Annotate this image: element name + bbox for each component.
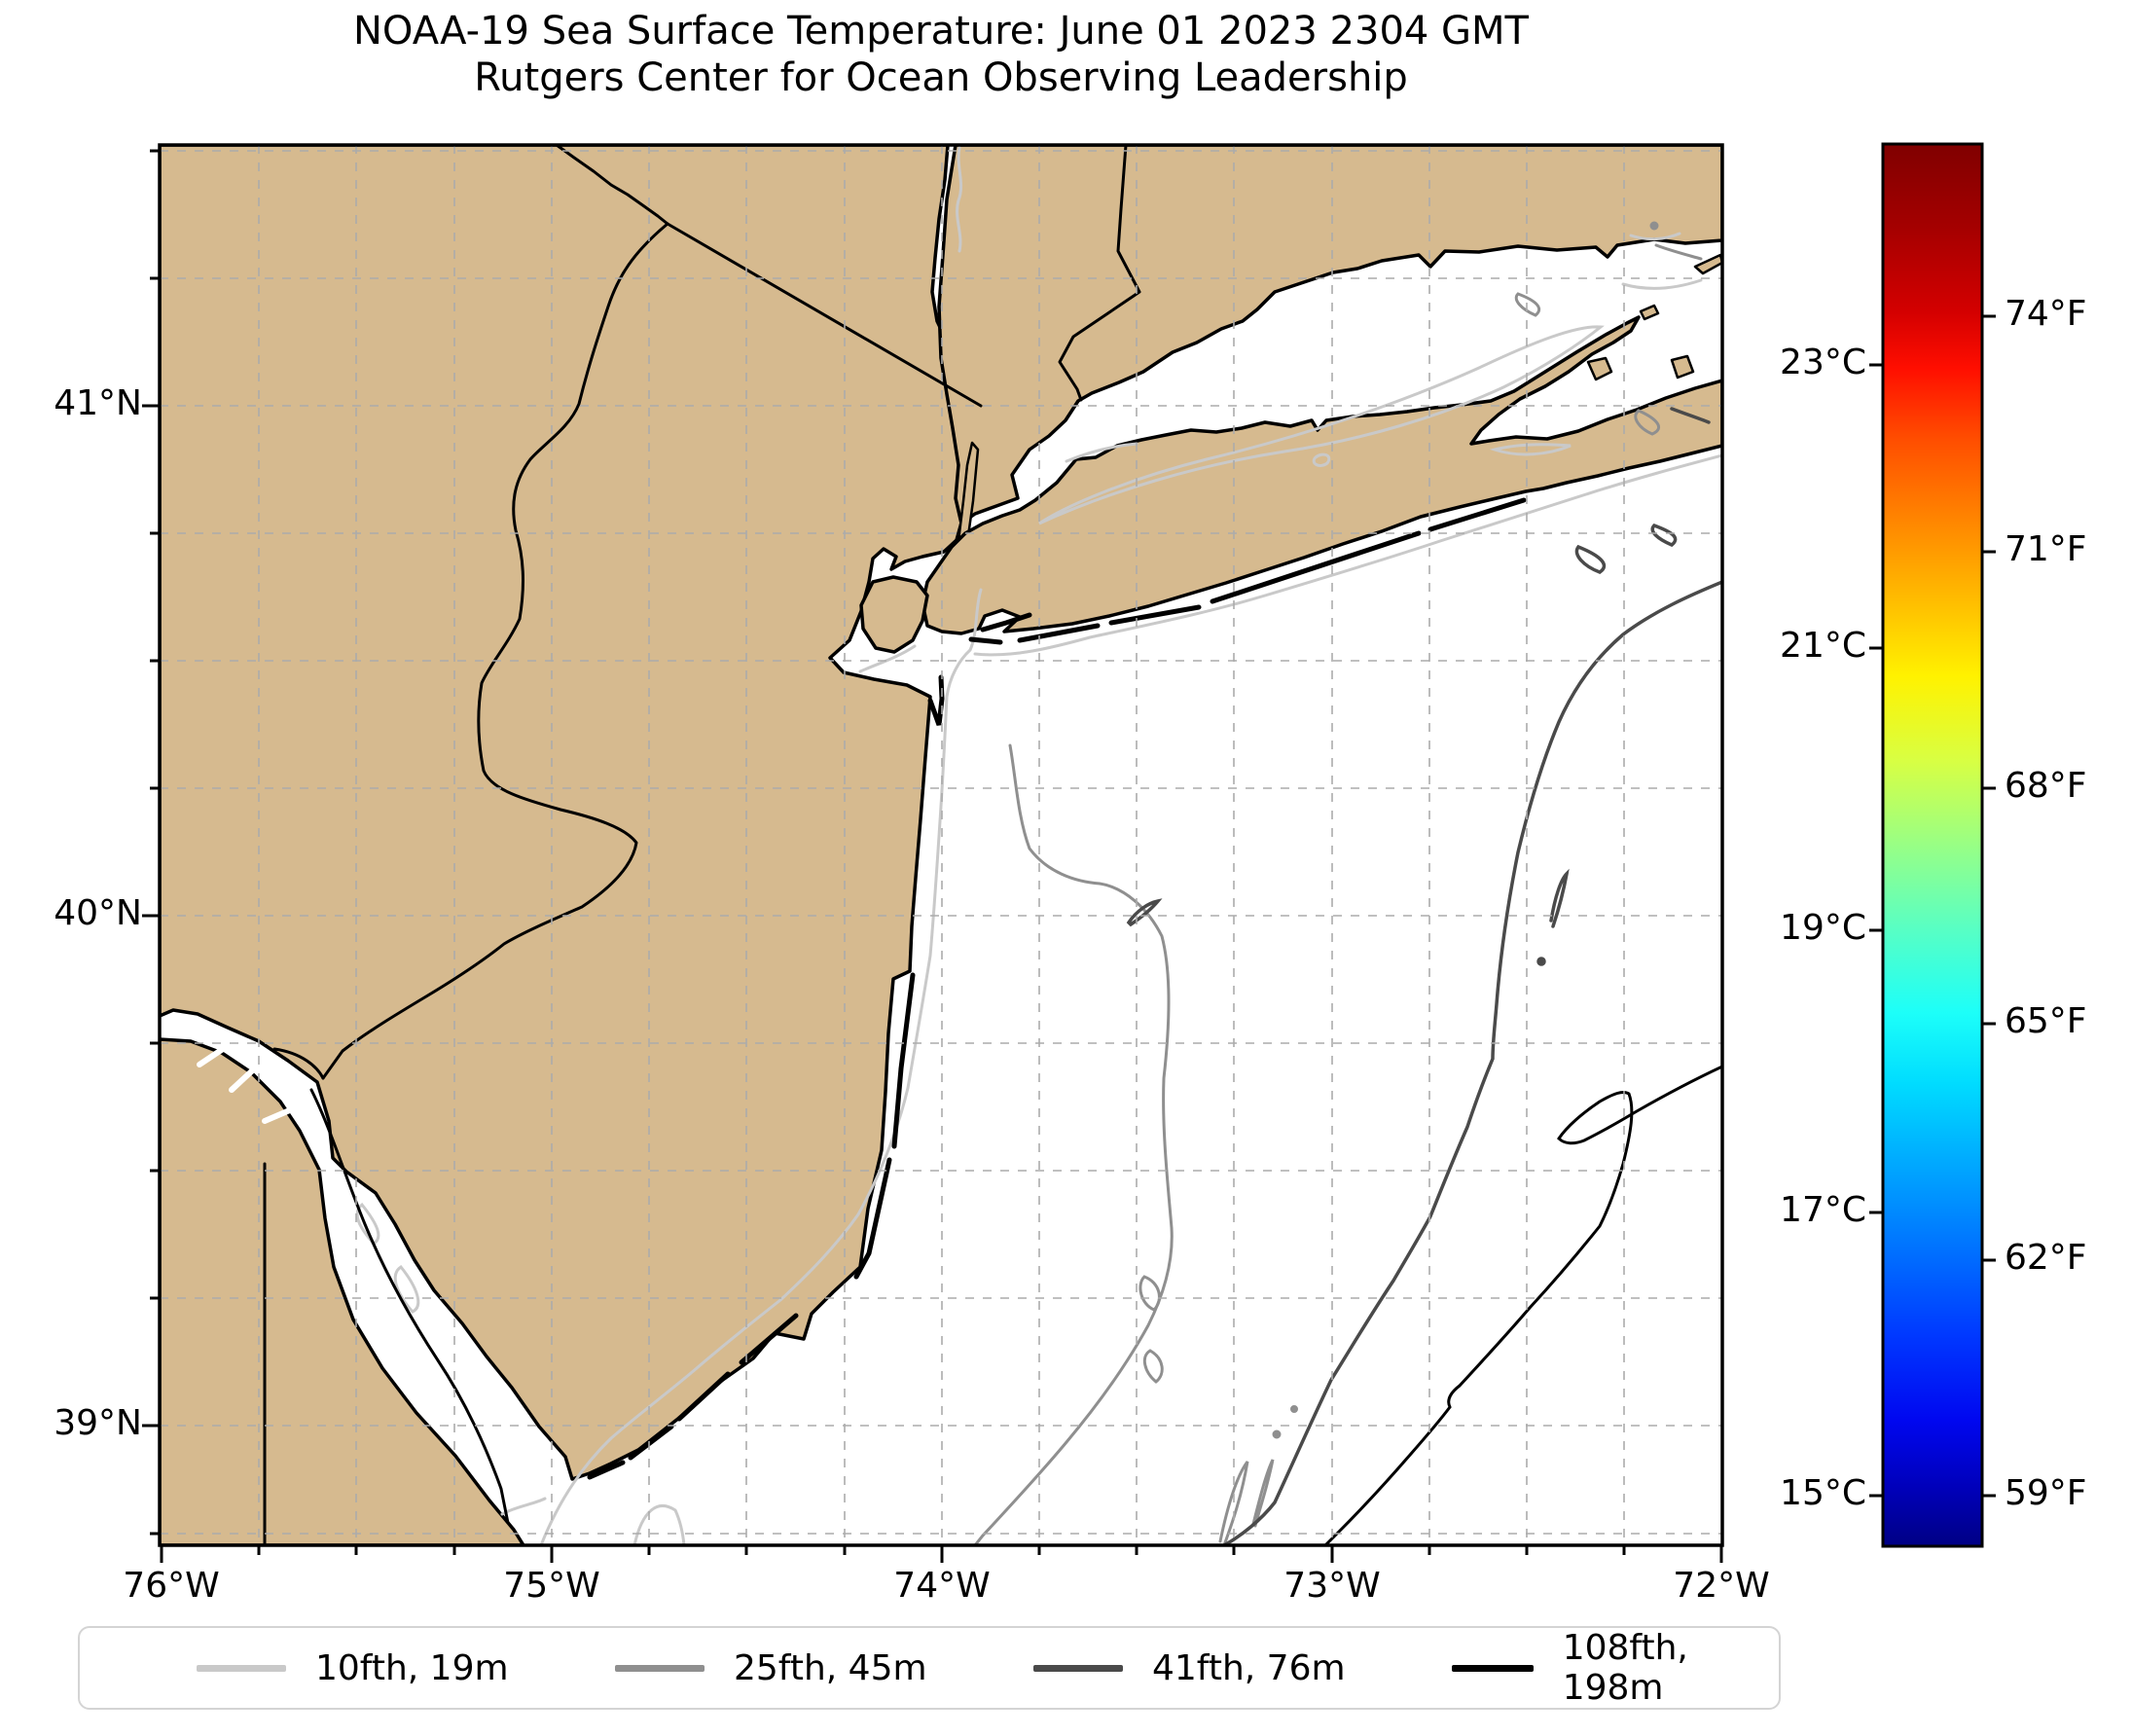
border-ny-ct <box>1058 145 1141 402</box>
cb-21c: 21°C <box>1780 626 1866 666</box>
legend-item-41fth: 41fth, 76m <box>1033 1628 1346 1708</box>
border-ny-pa-upper-delaware <box>555 145 669 226</box>
contour-25fth <box>973 221 1703 1545</box>
bathymetry-legend: 10fth, 19m 25fth, 45m 41fth, 76m 108fth,… <box>78 1626 1781 1710</box>
land-staten-island <box>859 575 929 654</box>
lat-tick-41n: 41°N <box>54 383 142 423</box>
border-nj-pa-delaware-river <box>321 222 669 1080</box>
land-long-island <box>921 315 1722 635</box>
cb-59f: 59°F <box>2005 1473 2087 1513</box>
legend-line-25fth <box>615 1664 705 1672</box>
legend-item-108fth: 108fth, 198m <box>1452 1628 1779 1708</box>
colorbar <box>1869 142 1996 1548</box>
lat-tick-40n: 40°N <box>54 893 142 933</box>
border-nj-de-bay <box>309 1088 510 1525</box>
legend-item-10fth: 10fth, 19m <box>197 1628 509 1708</box>
state-borders <box>263 145 1141 1545</box>
cb-17c: 17°C <box>1780 1190 1866 1230</box>
barrier-islands <box>587 497 1527 1480</box>
border-ny-nj <box>666 222 983 408</box>
cb-74f: 74°F <box>2005 294 2087 334</box>
lon-tick-73w: 73°W <box>1283 1566 1381 1606</box>
lon-tick-75w: 75°W <box>503 1566 600 1606</box>
lon-tick-74w: 74°W <box>893 1566 991 1606</box>
lon-tick-76w: 76°W <box>123 1566 220 1606</box>
title-line-1: NOAA-19 Sea Surface Temperature: June 01… <box>352 9 1529 54</box>
legend-label-41fth: 41fth, 76m <box>1152 1647 1346 1688</box>
cb-65f: 65°F <box>2005 1001 2087 1041</box>
legend-line-10fth <box>197 1664 286 1672</box>
contour-41fth <box>1126 407 1722 1545</box>
lon-tick-72w: 72°W <box>1673 1566 1770 1606</box>
land-fishers-island <box>1693 253 1722 275</box>
lat-tick-39n: 39°N <box>54 1403 142 1443</box>
delaware-river-branches <box>197 1040 295 1124</box>
border-twelve-mile-circle <box>272 1047 325 1080</box>
cb-23c: 23°C <box>1780 343 1866 382</box>
cb-15c: 15°C <box>1780 1473 1866 1513</box>
cb-68f: 68°F <box>2005 766 2087 806</box>
contour-108fth <box>1323 1065 1722 1545</box>
legend-item-25fth: 25fth, 45m <box>615 1628 927 1708</box>
legend-line-108fth <box>1452 1664 1534 1672</box>
figure-title: NOAA-19 Sea Surface Temperature: June 01… <box>160 8 1722 101</box>
land-plum-island <box>1639 304 1660 321</box>
legend-label-10fth: 10fth, 19m <box>315 1647 509 1688</box>
legend-line-41fth <box>1033 1664 1123 1672</box>
cb-19c: 19°C <box>1780 908 1866 948</box>
cb-62f: 62°F <box>2005 1238 2087 1278</box>
title-line-2: Rutgers Center for Ocean Observing Leade… <box>474 55 1408 100</box>
land-delaware <box>160 1037 525 1545</box>
land-gardiners-island <box>1670 354 1695 380</box>
cb-71f: 71°F <box>2005 529 2087 569</box>
legend-label-25fth: 25fth, 45m <box>734 1647 927 1688</box>
legend-label-108fth: 108fth, 198m <box>1562 1628 1688 1708</box>
land-polygons <box>160 145 1722 1545</box>
land-shelter-island <box>1586 356 1613 381</box>
contour-10fth <box>355 146 1722 1545</box>
axis-ticks <box>142 149 1723 1563</box>
